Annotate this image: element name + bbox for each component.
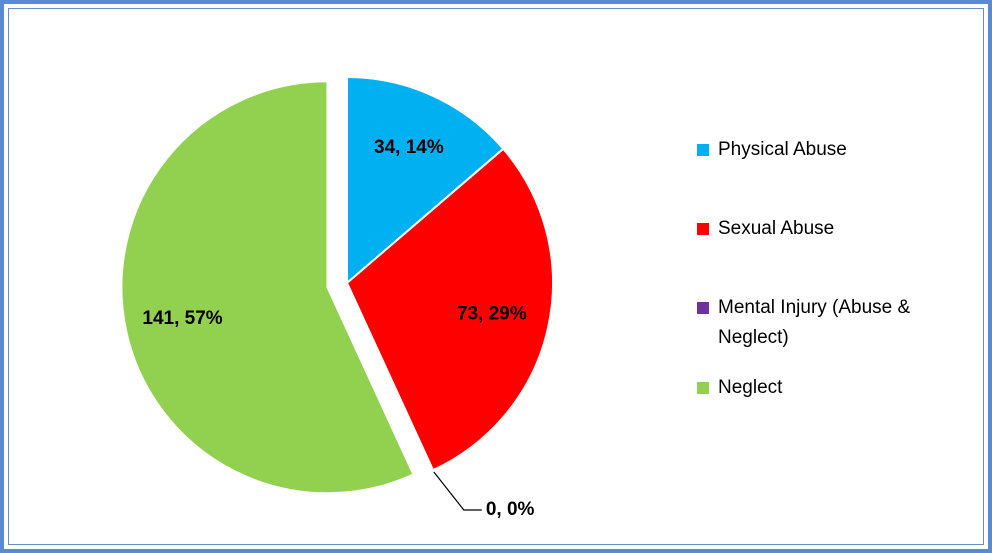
- data-label: 141, 57%: [142, 308, 222, 329]
- legend-swatch: [697, 223, 709, 235]
- legend-label: Sexual Abuse: [718, 218, 835, 239]
- legend-swatch: [697, 144, 709, 156]
- data-label: 34, 14%: [374, 137, 444, 158]
- legend-swatch: [697, 382, 709, 394]
- legend-label: Physical Abuse: [718, 139, 847, 160]
- legend-item: Sexual Abuse: [697, 214, 977, 244]
- legend-swatch: [697, 302, 709, 314]
- leader-line: [433, 471, 482, 511]
- chart-area: [8, 8, 984, 545]
- pie-slice: [120, 80, 415, 495]
- legend-label: Neglect: [718, 377, 783, 398]
- legend-item: Mental Injury (Abuse & Neglect): [697, 293, 977, 353]
- legend-item: Physical Abuse: [697, 135, 977, 165]
- legend-item: Neglect: [697, 373, 977, 403]
- data-label: 0, 0%: [486, 499, 535, 520]
- legend-label: Mental Injury (Abuse & Neglect): [718, 297, 911, 348]
- pie-slice: [345, 147, 554, 472]
- data-label: 73, 29%: [457, 304, 527, 325]
- pie-slice: [346, 75, 505, 286]
